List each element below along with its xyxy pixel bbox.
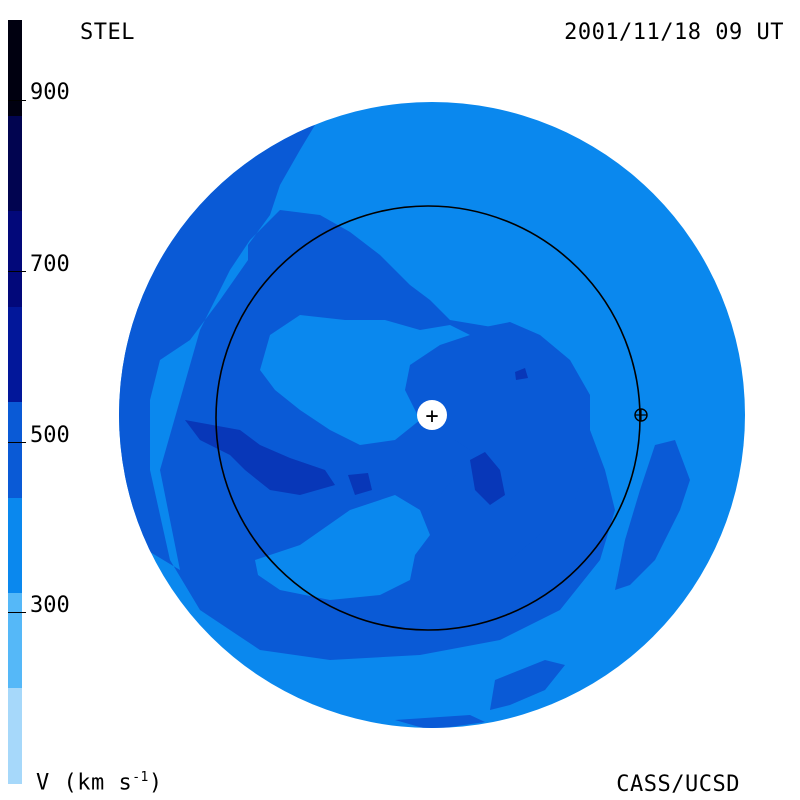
credit-label: CASS/UCSD	[616, 772, 740, 797]
region-fast-2	[470, 452, 505, 505]
instrument-label: STEL	[80, 20, 135, 45]
units-exponent: -1	[132, 770, 149, 785]
region-lower-light	[255, 495, 430, 600]
colorbar-segment	[8, 496, 22, 593]
tick-mark	[8, 271, 26, 272]
earth-icon	[634, 408, 648, 422]
colorbar-segment	[8, 687, 22, 784]
colorbar-segment	[8, 20, 22, 116]
timestamp-label: 2001/11/18 09 UT	[564, 20, 784, 45]
region-fast-4	[515, 368, 528, 380]
tick-mark	[8, 100, 26, 101]
tick-label-700: 700	[30, 252, 70, 277]
tick-label-500: 500	[30, 423, 70, 448]
region-bottom-patch	[395, 715, 485, 728]
tick-label-300: 300	[30, 593, 70, 618]
units-label: V (km s-1)	[36, 770, 163, 795]
tick-mark	[8, 442, 26, 443]
colorbar-segment	[8, 115, 22, 212]
colorbar-segment	[8, 210, 22, 307]
colorbar-segment	[8, 306, 22, 403]
region-lower-patch	[490, 660, 565, 710]
sun-symbol: +	[425, 404, 438, 429]
region-right-streak	[615, 440, 690, 590]
tick-mark	[8, 612, 26, 613]
region-inner-light	[260, 315, 470, 445]
region-fast-1	[185, 420, 335, 495]
velocity-colorbar	[8, 20, 22, 784]
colorbar-segment	[8, 592, 22, 689]
tick-label-900: 900	[30, 80, 70, 105]
colorbar-segment	[8, 401, 22, 498]
region-central-dark	[405, 322, 590, 580]
units-text: V (km s	[36, 770, 133, 796]
region-fast-3	[348, 473, 372, 495]
sun-marker	[417, 400, 447, 430]
earth-orbit-ring	[215, 205, 641, 631]
units-close: )	[148, 770, 163, 796]
